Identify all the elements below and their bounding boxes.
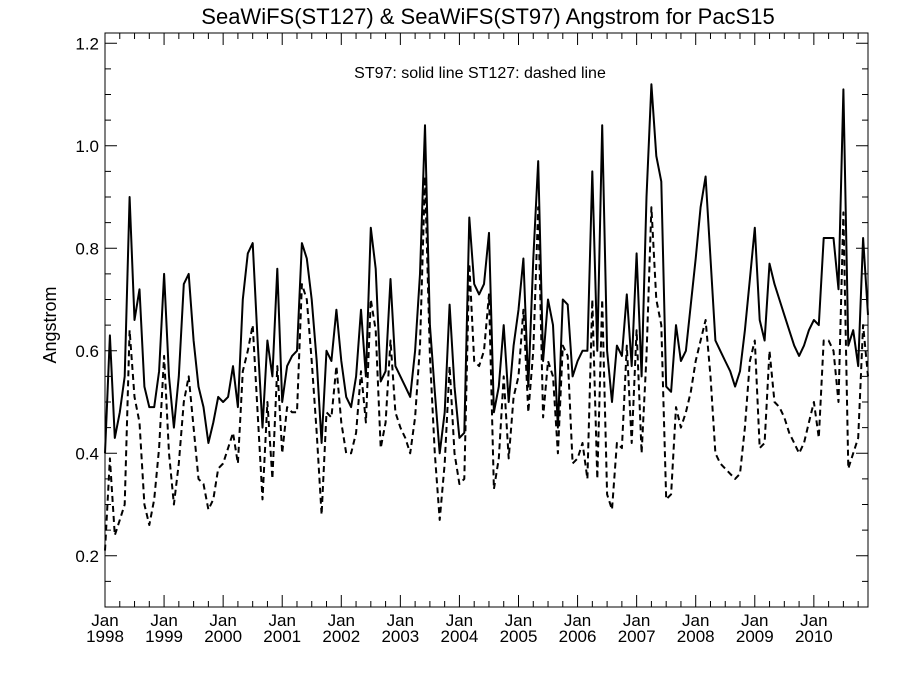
x-tick-year: 2007 [618,627,656,646]
series-line-st127 [104,175,869,551]
x-tick-year: 2000 [204,627,242,646]
y-tick-label: 0.6 [75,342,99,361]
y-tick-label: 0.8 [75,239,99,258]
x-tick-month: Jan [328,611,355,630]
x-tick-year: 2002 [322,627,360,646]
x-tick-month: Jan [446,611,473,630]
x-tick-year: 2003 [381,627,419,646]
x-tick-month: Jan [209,611,236,630]
y-tick-label: 0.2 [75,547,99,566]
y-axis-label: Angstrom [40,286,60,363]
x-tick-month: Jan [623,611,650,630]
x-tick-year: 2010 [795,627,833,646]
y-tick-label: 0.4 [75,444,99,463]
x-tick-month: Jan [387,611,414,630]
chart-title: SeaWiFS(ST127) & SeaWiFS(ST97) Angstrom … [201,4,774,29]
x-tick-month: Jan [91,611,118,630]
x-tick-year: 1998 [86,627,124,646]
x-tick-year: 2006 [559,627,597,646]
x-tick-year: 2008 [677,627,715,646]
plot-frame [104,32,869,608]
y-tick-label: 1.2 [75,34,99,53]
x-tick-year: 2001 [263,627,301,646]
x-tick-year: 1999 [145,627,183,646]
series-line-st97 [104,83,869,455]
x-tick-month: Jan [564,611,591,630]
series-style-note: ST97: solid line ST127: dashed line [354,65,606,82]
y-tick-label: 1.0 [75,137,99,156]
series-layer [104,83,869,551]
x-tick-month: Jan [800,611,827,630]
x-tick-year: 2005 [500,627,538,646]
x-tick-year: 2004 [441,627,479,646]
x-axis: Jan1998Jan1999Jan2000Jan2001Jan2002Jan20… [86,33,859,646]
x-tick-month: Jan [269,611,296,630]
x-tick-month: Jan [150,611,177,630]
x-tick-month: Jan [682,611,709,630]
x-tick-month: Jan [741,611,768,630]
x-tick-month: Jan [505,611,532,630]
x-tick-year: 2009 [736,627,774,646]
